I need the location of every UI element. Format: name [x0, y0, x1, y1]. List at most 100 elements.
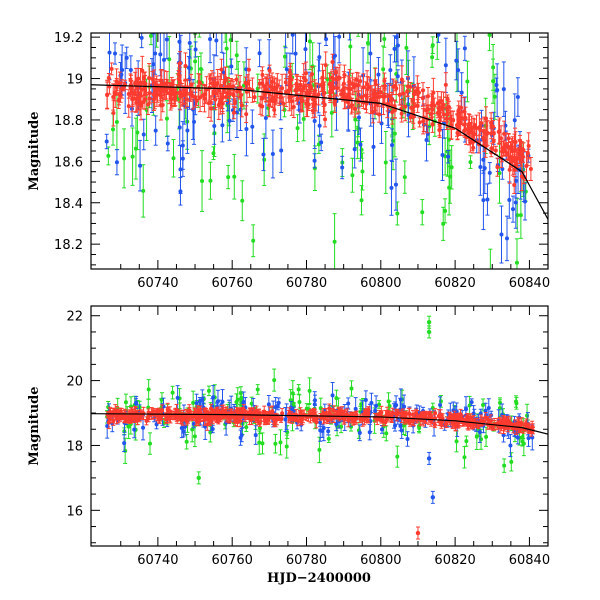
data-point — [223, 92, 228, 103]
data-point — [521, 287, 525, 318]
data-point — [279, 0, 283, 25]
data-point — [415, 75, 420, 105]
data-point — [270, 72, 275, 92]
data-point — [214, 33, 219, 57]
data-point — [321, 81, 326, 108]
data-point — [323, 111, 328, 128]
data-point — [283, 73, 288, 92]
data-point — [303, 61, 308, 85]
data-point — [328, 81, 333, 101]
data-point — [200, 0, 204, 5]
data-point — [275, 401, 280, 411]
data-point — [193, 41, 198, 58]
y-tick-label: 18 — [66, 439, 83, 454]
data-point — [122, 128, 127, 189]
x-tick-label: 60740 — [137, 553, 178, 568]
data-point — [443, 72, 448, 98]
data-point — [151, 87, 156, 111]
data-point — [283, 406, 288, 433]
y-tick-label: 18.6 — [54, 155, 83, 170]
data-point — [187, 48, 192, 110]
data-point — [138, 68, 143, 98]
data-point — [360, 152, 365, 191]
data-point — [104, 133, 109, 150]
data-point — [307, 33, 312, 71]
y-tick-label: 19 — [66, 73, 83, 88]
data-point — [474, 114, 479, 142]
data-point — [193, 88, 198, 108]
data-point — [357, 424, 362, 442]
data-point — [255, 384, 260, 395]
data-point — [484, 120, 489, 148]
data-point — [456, 48, 461, 92]
data-point — [347, 90, 352, 106]
data-point — [465, 60, 470, 103]
outlier-point — [426, 451, 432, 465]
data-point — [186, 55, 191, 80]
data-point — [345, 95, 350, 109]
data-point — [339, 89, 344, 100]
data-point — [435, 33, 440, 60]
data-point — [384, 425, 389, 442]
bottom-axes: 60740 60760 60780 60800 60820 60840 16 18 20 22 — [66, 306, 550, 568]
data-point — [227, 100, 232, 141]
data-point — [488, 248, 493, 269]
data-point — [481, 170, 486, 231]
data-point — [383, 130, 388, 194]
data-point — [309, 81, 314, 95]
data-point — [491, 131, 496, 152]
outlier-point — [430, 490, 436, 504]
data-point — [148, 432, 153, 455]
data-point — [487, 162, 492, 184]
data-point — [261, 137, 266, 172]
data-point — [390, 128, 395, 162]
data-point — [347, 33, 352, 41]
data-point — [324, 33, 329, 47]
data-point — [279, 127, 284, 174]
data-point — [257, 79, 262, 89]
data-point — [278, 429, 283, 456]
data-point — [153, 115, 158, 146]
data-point — [369, 85, 374, 114]
data-point — [499, 205, 504, 264]
data-point — [109, 0, 113, 28]
data-point — [296, 384, 301, 395]
data-point — [405, 431, 410, 447]
data-point — [391, 78, 396, 96]
outlier-point — [196, 471, 201, 485]
x-tick-label: 60820 — [434, 276, 475, 291]
data-point — [377, 88, 382, 106]
data-point — [280, 408, 285, 419]
data-point — [191, 413, 196, 421]
x-tick-label: 60820 — [434, 553, 475, 568]
data-point — [141, 118, 146, 151]
data-point — [272, 86, 277, 116]
data-point — [219, 58, 224, 81]
y-tick-label: 20 — [66, 375, 83, 390]
data-point — [462, 97, 467, 126]
data-point — [330, 53, 335, 71]
data-point — [141, 164, 146, 218]
data-point — [523, 181, 528, 202]
x-tick-label: 60760 — [212, 553, 253, 568]
data-point — [124, 46, 129, 70]
data-point — [109, 62, 114, 76]
data-point — [379, 102, 384, 144]
data-point — [331, 405, 336, 416]
data-point — [139, 33, 144, 49]
data-point — [395, 445, 400, 468]
data-point — [165, 135, 170, 152]
data-point — [250, 109, 255, 144]
data-point — [446, 149, 451, 164]
data-point — [118, 88, 123, 103]
data-point — [466, 113, 471, 139]
data-point — [285, 12, 289, 27]
data-point — [501, 61, 506, 117]
x-tick-label: 60760 — [212, 276, 253, 291]
data-point — [235, 86, 240, 97]
data-point — [127, 409, 132, 423]
data-point — [263, 97, 268, 139]
data-point — [352, 100, 357, 118]
data-point — [255, 73, 260, 104]
data-point — [251, 224, 256, 258]
